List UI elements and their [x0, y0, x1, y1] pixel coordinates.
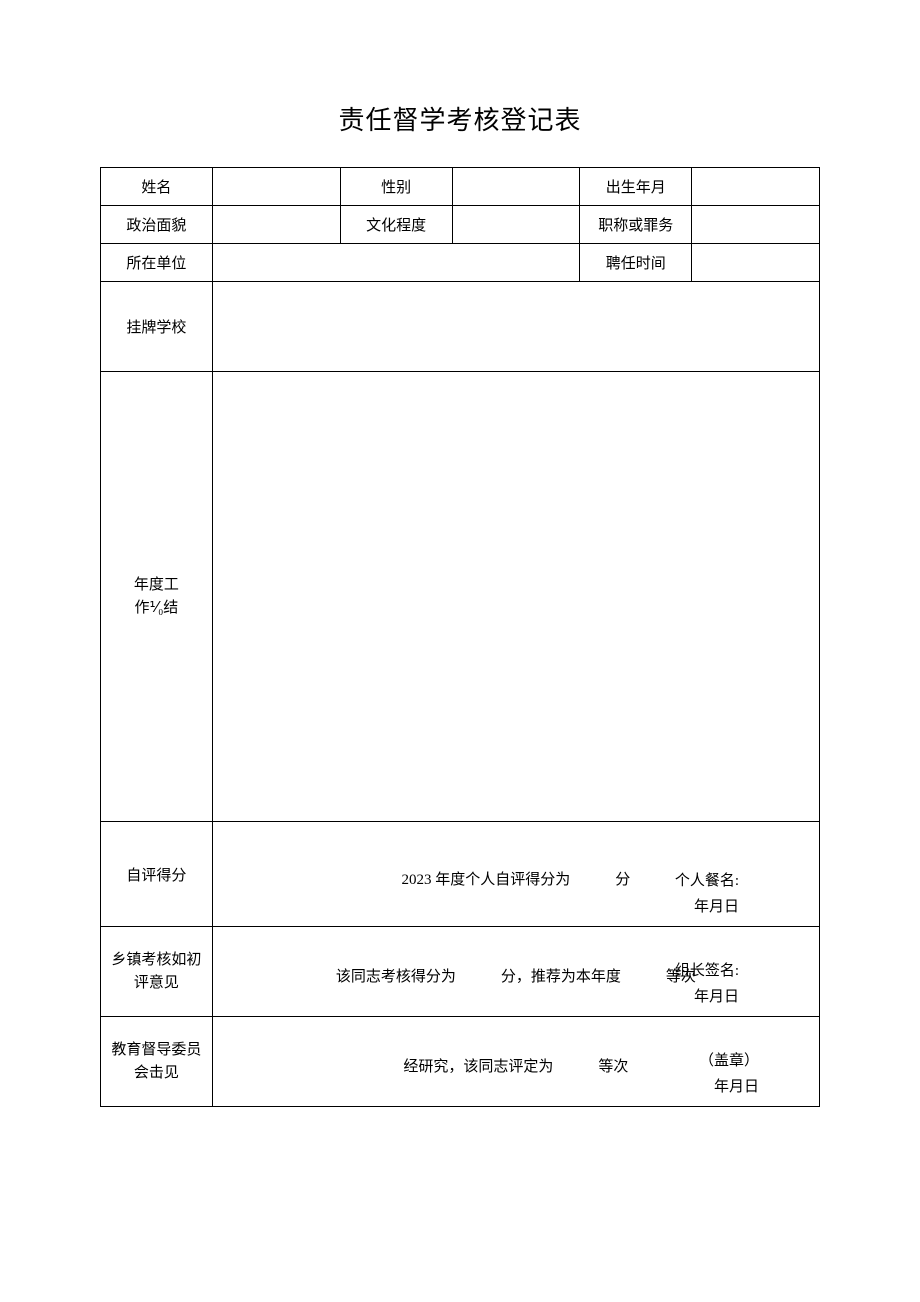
label-birth: 出生年月 [580, 168, 692, 206]
row-summary: 年度工 作⅟₀结 [101, 372, 820, 822]
row-town-opinion: 乡镇考核如初 评意见 该同志考核得分为 分，推荐为本年度 等次 组长签名: 年月… [101, 927, 820, 1017]
label-school: 挂牌学校 [101, 282, 213, 372]
label-town-line1: 乡镇考核如初 [111, 952, 201, 968]
assessment-table: 姓名 性别 出生年月 政治面貌 文化程度 职称或罪务 所在单位 聘任时间 挂牌学… [100, 167, 820, 1107]
value-gender [452, 168, 580, 206]
label-appoint: 聘任时间 [580, 244, 692, 282]
self-sig-date: 年月日 [694, 899, 739, 915]
label-self-score: 自评得分 [101, 822, 213, 927]
label-edu-line2: 会击见 [134, 1065, 179, 1081]
row-basic-1: 姓名 性别 出生年月 [101, 168, 820, 206]
form-title: 责任督学考核登记表 [100, 100, 820, 137]
value-edu-opinion: 经研究，该同志评定为 等次 （盖章） 年月日 [212, 1017, 819, 1107]
value-name [212, 168, 340, 206]
row-basic-3: 所在单位 聘任时间 [101, 244, 820, 282]
value-position [692, 206, 820, 244]
label-edu-opinion: 教育督导委员 会击见 [101, 1017, 213, 1107]
value-political [212, 206, 340, 244]
edu-sig-date: 年月日 [714, 1079, 759, 1095]
value-appoint [692, 244, 820, 282]
edu-stamp-label: （盖章） [699, 1053, 759, 1069]
self-sig-label: 个人餐名: [675, 873, 739, 889]
label-summary-line2: 作⅟₀结 [135, 600, 179, 616]
value-birth [692, 168, 820, 206]
value-summary [212, 372, 819, 822]
value-unit [212, 244, 579, 282]
value-town-opinion: 该同志考核得分为 分，推荐为本年度 等次 组长签名: 年月日 [212, 927, 819, 1017]
row-basic-2: 政治面貌 文化程度 职称或罪务 [101, 206, 820, 244]
row-school: 挂牌学校 [101, 282, 820, 372]
label-town-line2: 评意见 [134, 975, 179, 991]
label-name: 姓名 [101, 168, 213, 206]
value-self-score: 2023 年度个人自评得分为 分 个人餐名: 年月日 [212, 822, 819, 927]
label-summary-line1: 年度工 [134, 577, 179, 593]
town-sig-label: 组长签名: [675, 963, 739, 979]
label-gender: 性别 [340, 168, 452, 206]
value-education [452, 206, 580, 244]
label-position: 职称或罪务 [580, 206, 692, 244]
row-edu-opinion: 教育督导委员 会击见 经研究，该同志评定为 等次 （盖章） 年月日 [101, 1017, 820, 1107]
label-education: 文化程度 [340, 206, 452, 244]
label-unit: 所在单位 [101, 244, 213, 282]
label-edu-line1: 教育督导委员 [111, 1042, 201, 1058]
label-town-opinion: 乡镇考核如初 评意见 [101, 927, 213, 1017]
label-summary: 年度工 作⅟₀结 [101, 372, 213, 822]
label-political: 政治面貌 [101, 206, 213, 244]
town-sig-date: 年月日 [694, 989, 739, 1005]
value-school [212, 282, 819, 372]
row-self-score: 自评得分 2023 年度个人自评得分为 分 个人餐名: 年月日 [101, 822, 820, 927]
